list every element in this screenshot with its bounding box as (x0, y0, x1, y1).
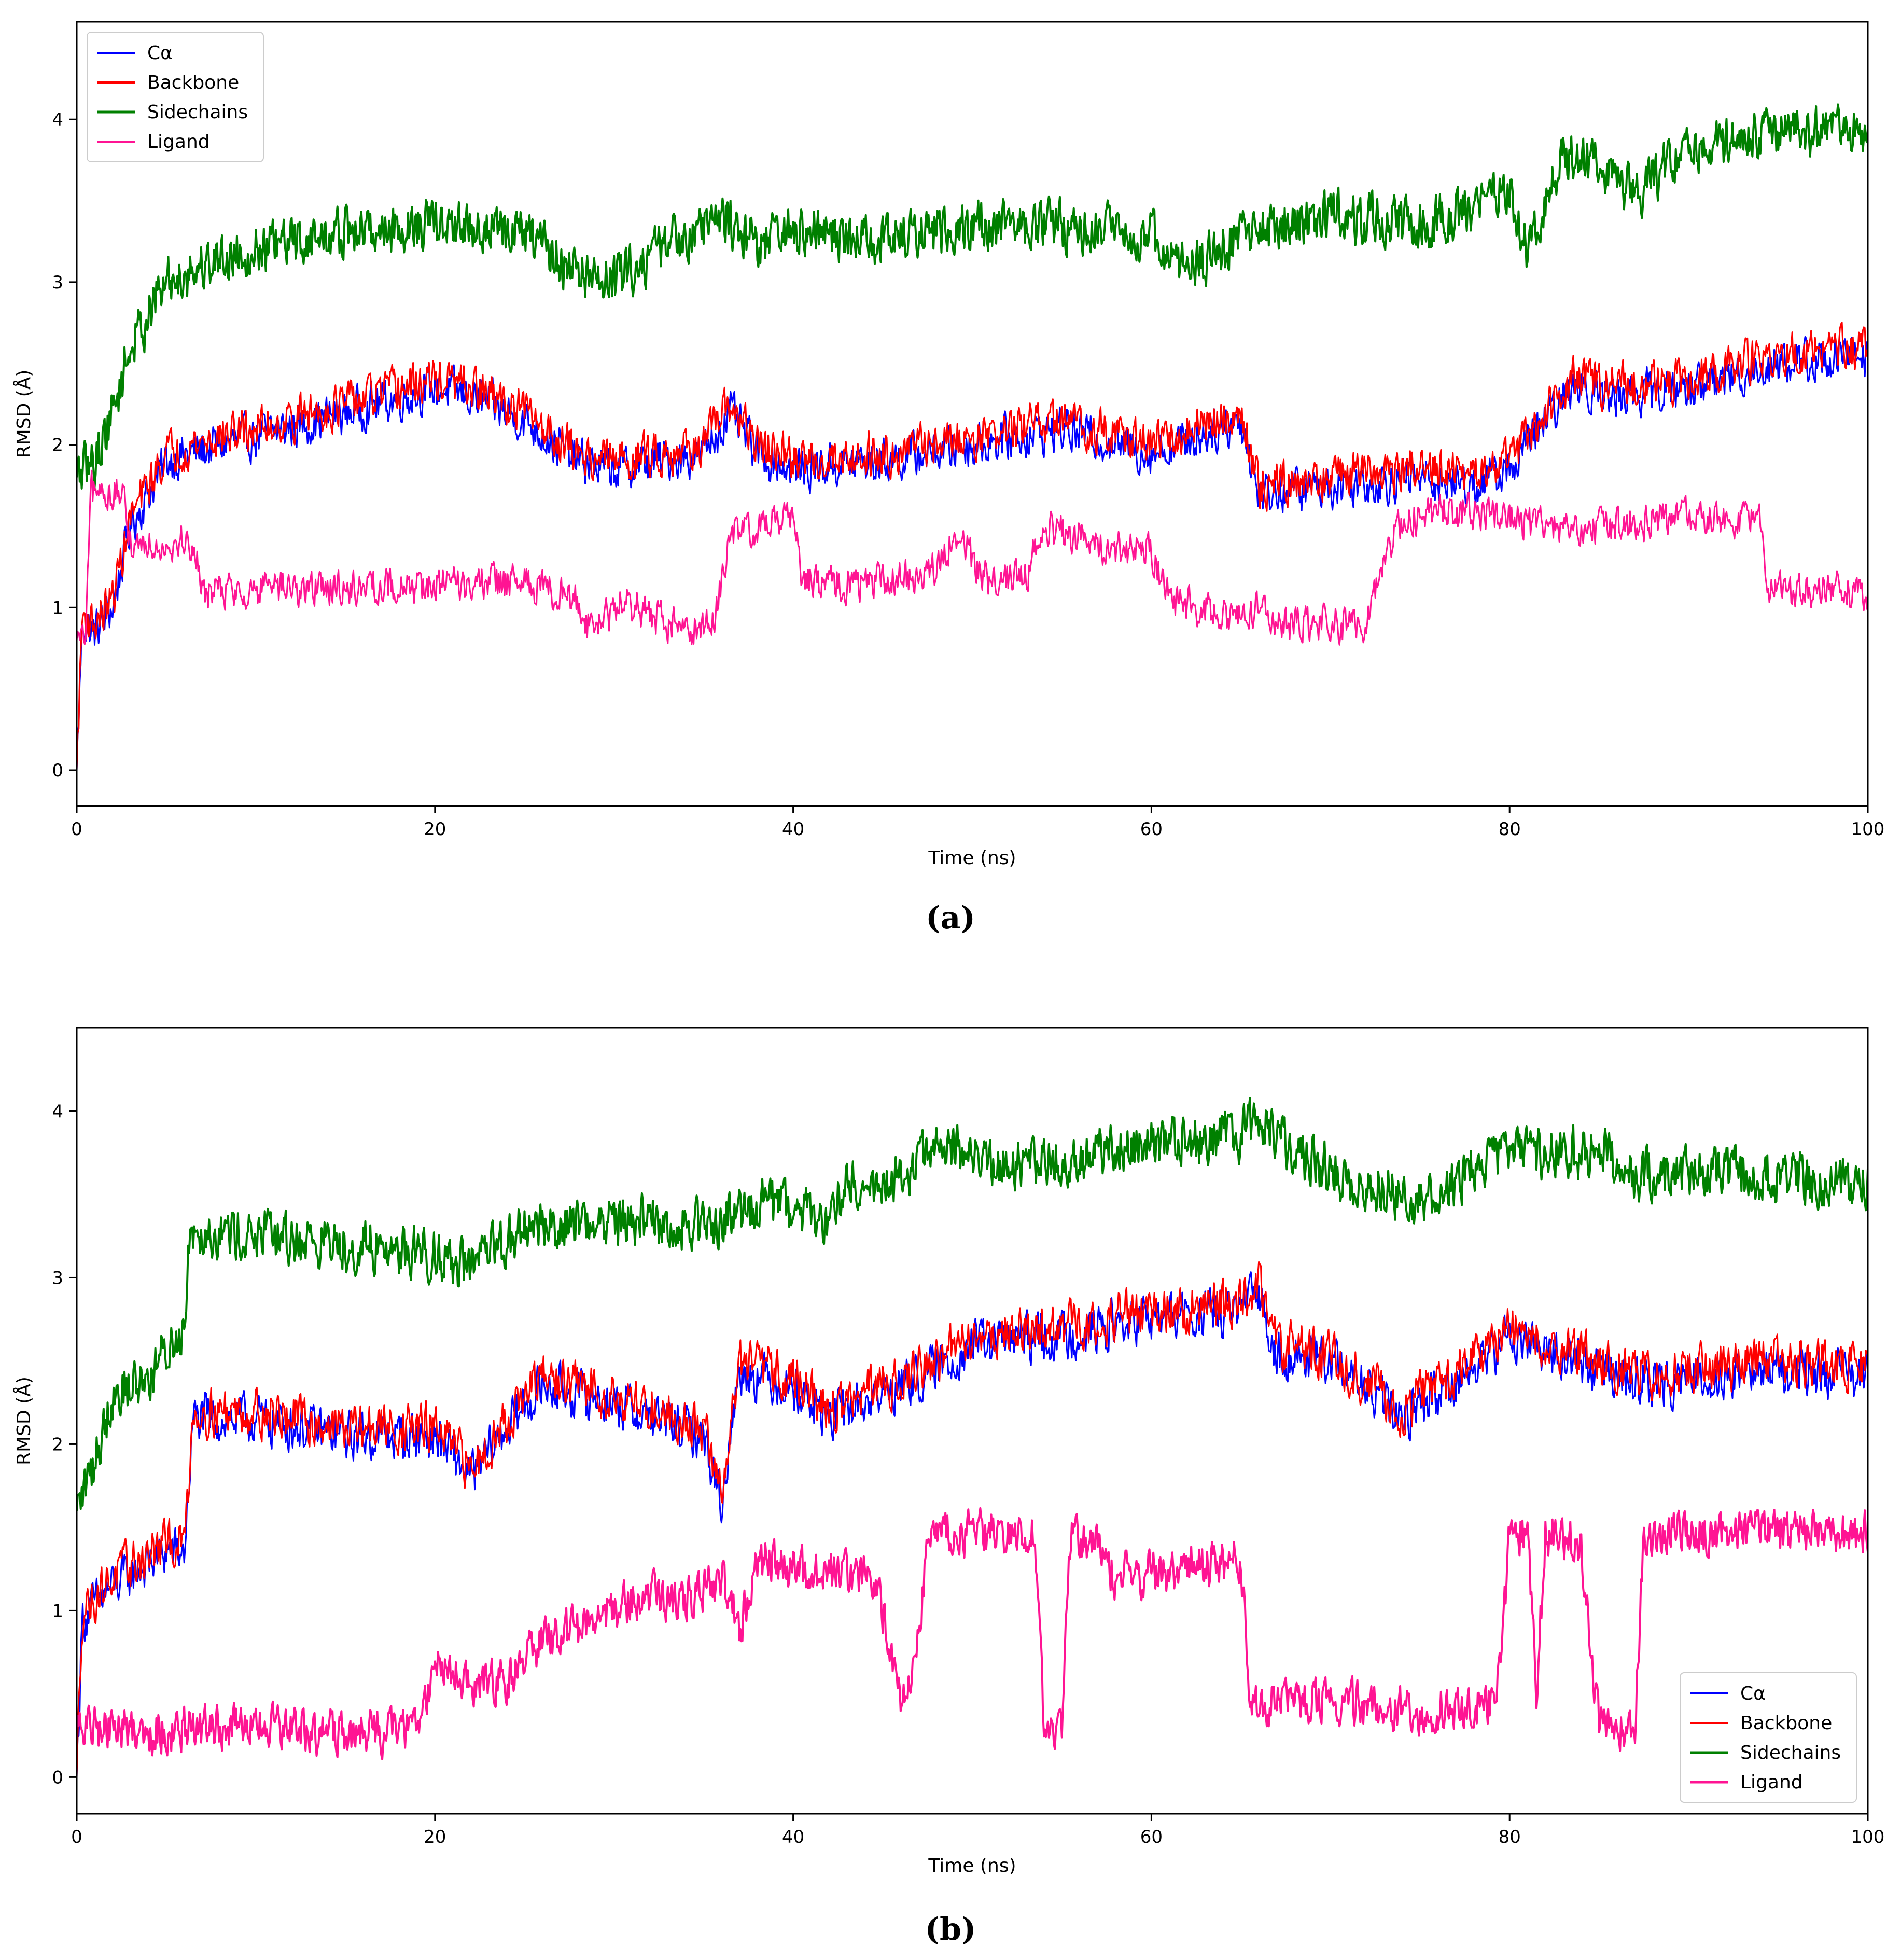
series-line-ligand (77, 469, 1868, 646)
caption-a: (a) (926, 900, 975, 936)
series-layer-a (77, 103, 1868, 771)
x-tick-label: 60 (1140, 1827, 1163, 1847)
series-line-sidechains (77, 1097, 1868, 1511)
y-tick-label: 0 (52, 1767, 63, 1788)
x-tick-label: 0 (71, 819, 82, 840)
axes-frame-a (76, 21, 1869, 807)
series-layer-b (77, 1097, 1868, 1777)
legend-label: Sidechains (1740, 1742, 1841, 1763)
series-line-backbone (77, 1261, 1868, 1777)
y-tick-label: 2 (52, 1434, 63, 1455)
x-tick-label: 80 (1499, 819, 1521, 840)
legend-b: Cα Backbone Sidechains Ligand (1680, 1672, 1857, 1803)
legend-label: Backbone (1740, 1713, 1832, 1734)
y-tick-label: 4 (52, 1101, 63, 1122)
caption-b: (b) (925, 1911, 976, 1948)
y-axis-label-a: RMSD (Å) (12, 370, 35, 458)
x-ticks-b: 0 20 40 60 80 100 (71, 1814, 1884, 1847)
legend-label: Cα (147, 43, 173, 64)
y-tick-label: 2 (52, 435, 63, 456)
x-tick-label: 100 (1851, 819, 1885, 840)
series-line-ligand (77, 1507, 1868, 1760)
legend-a: Cα Backbone Sidechains Ligand (87, 32, 264, 162)
x-tick-label: 60 (1140, 819, 1163, 840)
x-tick-label: 40 (782, 1827, 804, 1847)
x-tick-label: 20 (424, 1827, 446, 1847)
y-ticks-b: 0 1 2 3 4 (52, 1101, 77, 1788)
panel-a: 0 20 40 60 80 100 0 1 2 3 4 Time (ns) RMSD (Å) Cα… (12, 21, 1884, 936)
series-line-sidechains (77, 103, 1868, 490)
panel-b: 0 20 40 60 80 100 0 1 2 3 4 Time (ns) RMSD (Å) Cα… (12, 1027, 1884, 1948)
legend-label: Ligand (1740, 1772, 1803, 1793)
x-tick-label: 0 (71, 1827, 82, 1847)
x-tick-label: 40 (782, 819, 804, 840)
legend-label: Sidechains (147, 102, 248, 123)
y-tick-label: 1 (52, 597, 63, 618)
axes-frame-b (76, 1027, 1869, 1815)
x-tick-label: 80 (1499, 1827, 1521, 1847)
x-axis-label-a: Time (ns) (928, 847, 1016, 869)
legend-label: Ligand (147, 131, 210, 152)
y-tick-label: 0 (52, 760, 63, 781)
x-axis-label-b: Time (ns) (928, 1855, 1016, 1876)
series-line-backbone (77, 322, 1868, 771)
x-tick-label: 100 (1851, 1827, 1885, 1847)
x-tick-label: 20 (424, 819, 446, 840)
y-ticks-a: 0 1 2 3 4 (52, 109, 77, 781)
legend-label: Backbone (147, 72, 239, 93)
y-tick-label: 4 (52, 109, 63, 130)
y-axis-label-b: RMSD (Å) (12, 1377, 35, 1465)
legend-box (1680, 1672, 1857, 1803)
y-tick-label: 1 (52, 1601, 63, 1621)
legend-box (87, 32, 264, 162)
legend-label: Cα (1740, 1683, 1766, 1704)
y-tick-label: 3 (52, 1268, 63, 1288)
y-tick-label: 3 (52, 272, 63, 293)
x-ticks-a: 0 20 40 60 80 100 (71, 806, 1884, 840)
